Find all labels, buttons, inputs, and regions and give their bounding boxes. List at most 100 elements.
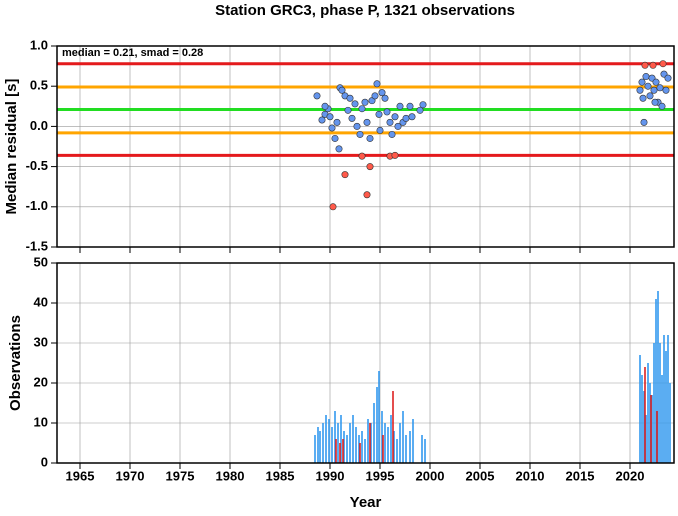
bar <box>655 299 657 463</box>
y-tick-label: 0.0 <box>30 118 48 133</box>
y-tick-label: 30 <box>34 334 48 349</box>
bar <box>659 343 661 463</box>
x-axis-label: Year <box>350 494 382 511</box>
point <box>363 191 371 199</box>
point <box>651 98 659 106</box>
bar <box>340 415 342 463</box>
bar <box>393 431 395 463</box>
x-tick-label: 2005 <box>466 468 495 483</box>
bar <box>325 415 327 463</box>
chart-title: Station GRC3, phase P, 1321 observations <box>215 2 515 19</box>
point <box>406 102 414 110</box>
bar <box>335 439 337 463</box>
bar <box>355 427 357 463</box>
bar <box>352 415 354 463</box>
plot-area <box>57 46 674 247</box>
x-tick-label: 1990 <box>316 468 345 483</box>
point <box>416 106 424 114</box>
y-tick-label: -1.0 <box>26 198 48 213</box>
point <box>341 171 349 179</box>
bar <box>663 335 665 463</box>
point <box>381 94 389 102</box>
point <box>644 82 652 90</box>
plot-frame <box>56 45 675 248</box>
x-tick-label: 2000 <box>416 468 445 483</box>
bar <box>359 443 361 463</box>
point <box>391 113 399 121</box>
point <box>662 86 670 94</box>
point <box>378 89 386 97</box>
point <box>376 126 384 134</box>
bar <box>667 335 669 463</box>
bar <box>644 367 646 463</box>
point <box>419 101 427 109</box>
point <box>329 203 337 211</box>
point <box>375 110 383 118</box>
plot-frame <box>56 262 675 464</box>
bar <box>376 387 378 463</box>
x-tick-label: 1995 <box>366 468 395 483</box>
point <box>649 61 657 69</box>
bar <box>402 411 404 463</box>
bar <box>653 343 655 463</box>
point <box>388 130 396 138</box>
point <box>391 151 399 159</box>
bar <box>392 391 394 463</box>
bar <box>314 435 316 463</box>
x-tick-label: 1985 <box>266 468 295 483</box>
bar <box>669 383 671 463</box>
bar <box>412 419 414 463</box>
point <box>366 134 374 142</box>
point <box>338 86 346 94</box>
point <box>383 108 391 116</box>
plot-area <box>57 263 674 463</box>
point <box>335 145 343 153</box>
y-axis-label: Median residual [s] <box>3 79 20 215</box>
y-tick-label: 50 <box>34 254 48 269</box>
bar <box>387 427 389 463</box>
y-tick-label: 1.0 <box>30 37 48 52</box>
point <box>358 152 366 160</box>
bar <box>384 423 386 463</box>
bar <box>370 423 372 463</box>
x-tick-label: 1980 <box>216 468 245 483</box>
point <box>641 61 649 69</box>
point <box>650 86 658 94</box>
bar <box>343 431 345 463</box>
x-tick-label: 2010 <box>516 468 545 483</box>
bar <box>381 411 383 463</box>
bar <box>364 439 366 463</box>
point <box>402 114 410 122</box>
bar <box>665 351 667 463</box>
bar <box>645 415 647 463</box>
point <box>353 122 361 130</box>
point <box>321 102 329 110</box>
point <box>386 118 394 126</box>
point <box>363 118 371 126</box>
bar <box>373 403 375 463</box>
x-tick-label: 2020 <box>616 468 645 483</box>
point <box>373 80 381 88</box>
bar <box>399 423 401 463</box>
y-tick-label: -1.5 <box>26 238 48 253</box>
point <box>348 114 356 122</box>
bar <box>319 431 321 463</box>
x-tick-label: 1975 <box>166 468 195 483</box>
bar <box>421 435 423 463</box>
bar <box>361 431 363 463</box>
bar <box>639 355 641 463</box>
point <box>344 106 352 114</box>
point <box>640 118 648 126</box>
y-tick-label: 0.5 <box>30 78 48 93</box>
bar <box>367 419 369 463</box>
bar <box>396 439 398 463</box>
point <box>356 130 364 138</box>
bar <box>409 431 411 463</box>
point <box>313 92 321 100</box>
y-tick-label: 10 <box>34 414 48 429</box>
bar <box>649 383 651 463</box>
point <box>331 134 339 142</box>
bar <box>337 423 339 463</box>
